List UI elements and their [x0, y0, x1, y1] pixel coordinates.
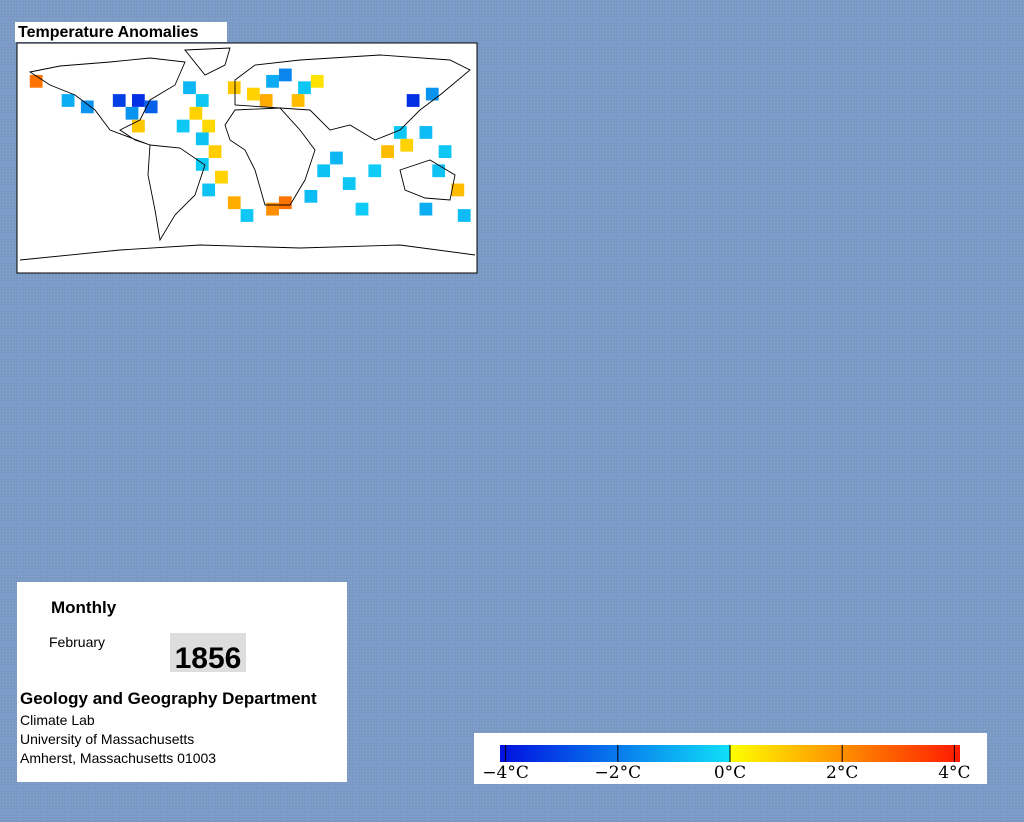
map-title: Temperature Anomalies	[18, 24, 199, 41]
anomaly-cell	[227, 196, 241, 210]
anomaly-cell	[80, 100, 94, 114]
anomaly-cell	[330, 151, 343, 165]
anomaly-cell	[189, 106, 203, 120]
anomaly-cell	[432, 164, 446, 178]
north-america	[28, 57, 186, 146]
anomaly-cell	[457, 209, 471, 222]
antarctica	[19, 244, 476, 261]
colorbar-tick-label: −4°C	[482, 763, 529, 783]
anomaly-cell	[61, 94, 75, 107]
anomaly-cell	[132, 94, 145, 107]
eurasia	[234, 54, 471, 141]
anomaly-cell	[240, 209, 254, 222]
anomaly-cell	[183, 81, 196, 95]
year: 1856	[175, 642, 242, 675]
anomaly-cell	[304, 189, 318, 203]
colorbar-tick-label: 2°C	[826, 763, 858, 783]
anomaly-cell	[247, 87, 260, 101]
anomaly-cell	[400, 138, 414, 152]
anomaly-cell	[202, 119, 216, 133]
anomaly-cell	[278, 196, 292, 210]
anomaly-cell	[195, 132, 209, 146]
anomaly-cell	[29, 74, 43, 88]
anomaly-cell	[215, 170, 228, 184]
address-line: Amherst, Massachusetts 01003	[20, 750, 216, 766]
anomaly-cell	[291, 94, 305, 107]
anomaly-cell	[317, 164, 331, 178]
anomaly-cell	[227, 81, 241, 95]
colorbar-ticks: −4°C −2°C 0°C 2°C 4°C	[482, 745, 971, 783]
month: February	[49, 634, 105, 650]
year-bg	[170, 633, 246, 672]
australia	[399, 159, 456, 201]
anomaly-cell	[419, 126, 433, 139]
anomaly-cell	[368, 164, 382, 178]
colorbar-tick-label: 4°C	[938, 763, 970, 783]
colorbar-tick-label: −2°C	[595, 763, 642, 783]
anomaly-cell	[278, 68, 292, 82]
anomaly-cell	[355, 202, 369, 216]
greenland	[184, 47, 231, 76]
address-line: University of Massachusetts	[20, 731, 194, 747]
anomaly-cell	[381, 145, 394, 158]
period: Monthly	[51, 598, 117, 617]
anomaly-cell	[406, 94, 420, 107]
anomaly-cell	[208, 145, 222, 158]
anomaly-cell	[195, 94, 209, 107]
anomaly-cell	[310, 74, 324, 88]
africa	[224, 107, 316, 206]
anomaly-cell	[266, 202, 279, 216]
info-panel	[17, 582, 347, 782]
anomaly-cell	[259, 94, 273, 107]
address-line: Climate Lab	[20, 712, 95, 728]
anomaly-cell	[202, 183, 216, 197]
anomaly-cell	[298, 81, 311, 95]
anomaly-cell	[419, 202, 433, 216]
anomaly-cell	[451, 183, 465, 197]
anomaly-cell	[176, 119, 190, 133]
anomaly-cell	[125, 106, 139, 120]
map-frame	[16, 42, 478, 274]
anomaly-cell	[132, 119, 145, 133]
title-bg	[15, 22, 227, 42]
anomaly-cells	[29, 68, 471, 222]
coastlines	[19, 47, 476, 261]
anomaly-cell	[438, 145, 452, 158]
anomaly-cell	[266, 74, 279, 88]
anomaly-cell	[112, 94, 126, 107]
anomaly-cell	[425, 87, 439, 101]
anomaly-cell	[342, 177, 356, 190]
anomaly-cell	[393, 126, 407, 139]
department: Geology and Geography Department	[20, 689, 317, 708]
south-america	[147, 144, 206, 242]
colorbar-tick-label: 0°C	[714, 763, 746, 783]
